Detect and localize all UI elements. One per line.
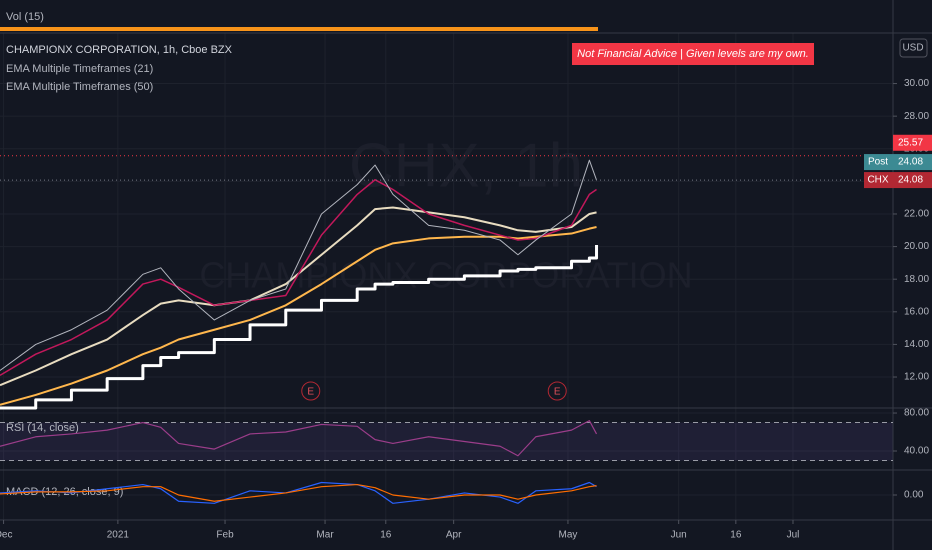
price-tag-name: Post: [868, 157, 888, 168]
note-box: [572, 43, 814, 65]
y-tick-label: 80.00: [904, 408, 929, 419]
x-tick-label: 16: [380, 530, 392, 541]
watermark: CHAMPIONX CORPORATION: [199, 255, 692, 296]
series-line: [0, 420, 598, 457]
y-tick-label: 14.00: [904, 339, 929, 350]
price-tag-value: 25.57: [898, 137, 923, 148]
price-tag: [864, 172, 893, 189]
y-tick-label: 16.00: [904, 306, 929, 317]
x-tick-label: Dec: [0, 530, 12, 541]
y-tick-label: 18.00: [904, 274, 929, 285]
y-tick-label: 12.00: [904, 372, 929, 383]
note: Not Financial Advice | Given levels are …: [577, 48, 809, 60]
price-tag-name: CHX: [867, 175, 888, 186]
level-band: [0, 422, 893, 461]
series-line: [0, 483, 597, 502]
y-tick-label: 28.00: [904, 111, 929, 122]
x-tick-label: 16: [730, 530, 742, 541]
currency[interactable]: USD: [902, 43, 923, 54]
y-tick-label: 20.00: [904, 241, 929, 252]
event-label: E: [554, 387, 561, 398]
event-marker: [547, 381, 567, 401]
legend-entry: EMA Multiple Timeframes (50): [6, 81, 153, 93]
y-tick-label: 30.00: [904, 78, 929, 89]
y-tick-label: 0.00: [904, 490, 924, 501]
event-label: E: [307, 387, 314, 398]
price-tag-value: 24.08: [898, 175, 923, 186]
event-marker: [301, 381, 321, 401]
x-tick-label: Feb: [216, 530, 234, 541]
watermark: CHX, 1h: [349, 131, 583, 200]
x-tick-label: 2021: [107, 530, 130, 541]
series-line: [0, 244, 599, 410]
price-tag: [893, 172, 932, 189]
y-tick-label: 40.00: [904, 446, 929, 457]
series-line: [0, 178, 597, 377]
price-tag-value: 24.08: [898, 157, 923, 168]
legend-entry: EMA Multiple Timeframes (21): [6, 63, 153, 75]
volume-label: Vol (15): [6, 11, 44, 23]
pane-title: RSI (14, close): [6, 422, 79, 434]
price-tag: [893, 154, 932, 171]
chart-title: CHAMPIONX CORPORATION, 1h, Cboe BZX: [6, 44, 233, 56]
x-tick-label: May: [558, 530, 577, 541]
series-line: [0, 159, 597, 371]
currency-box[interactable]: [899, 38, 928, 58]
volume-strip: [0, 27, 598, 31]
price-tag: [864, 154, 893, 171]
y-tick-label: 22.00: [904, 209, 929, 220]
x-tick-label: Jun: [671, 530, 687, 541]
x-tick-label: Mar: [316, 530, 334, 541]
x-tick-label: Jul: [787, 530, 800, 541]
series-line: [0, 226, 597, 406]
price-tag: [893, 134, 932, 151]
series-line: [0, 206, 597, 387]
x-tick-label: Apr: [446, 530, 462, 541]
